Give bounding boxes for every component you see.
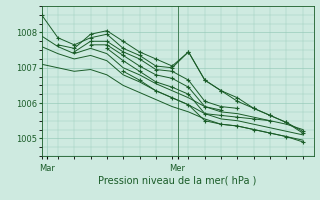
X-axis label: Pression niveau de la mer( hPa ): Pression niveau de la mer( hPa ) (99, 175, 257, 185)
